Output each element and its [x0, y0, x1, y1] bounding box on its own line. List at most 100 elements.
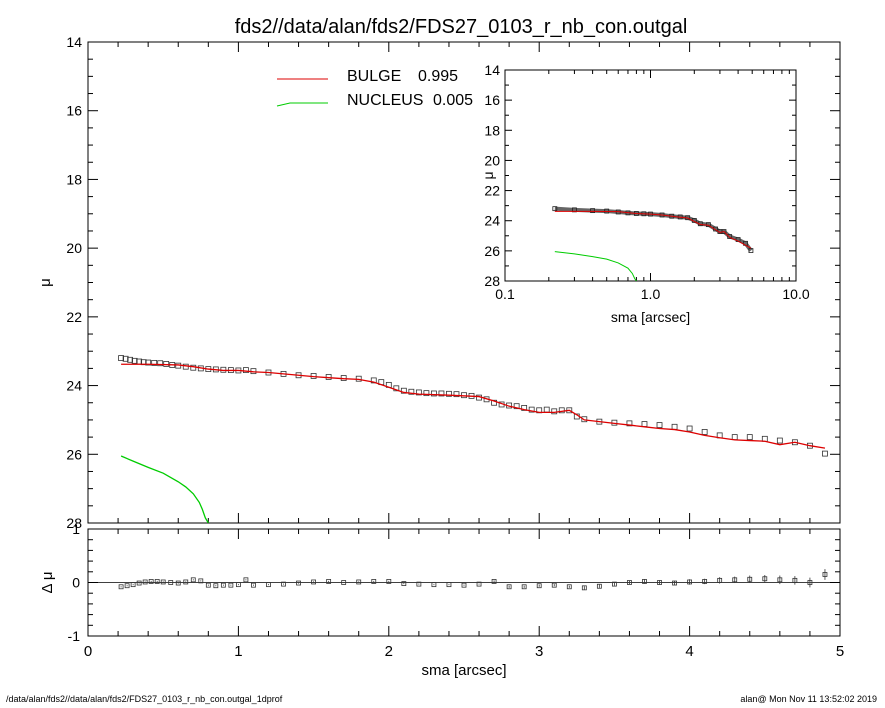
residual-point [118, 584, 124, 590]
residual-point [251, 582, 256, 588]
residual-point [190, 577, 196, 583]
data-point [581, 416, 588, 423]
inset-data-point [748, 248, 754, 253]
data-point [151, 359, 158, 366]
residual-point [154, 579, 160, 584]
residual-point [476, 581, 482, 587]
inset-ytick-label: 22 [484, 183, 500, 199]
residual-point [416, 581, 422, 587]
main-ylabel: μ [37, 278, 54, 287]
residual-point [596, 583, 602, 589]
legend-value-nucleus: 0.005 [433, 92, 473, 109]
residual-point [386, 579, 392, 584]
residual-point [160, 579, 166, 585]
residual-point [777, 577, 783, 583]
footer-user-timestamp: alan@ Mon Nov 11 13:52:02 2019 [740, 694, 877, 704]
legend-label-bulge: BULGE [347, 68, 401, 85]
residual-point [124, 583, 130, 589]
legend: BULGE 0.995 NUCLEUS 0.005 [276, 68, 473, 109]
residual-point [687, 579, 692, 585]
inset-xtick-label: 10.0 [782, 286, 809, 302]
data-point [400, 387, 407, 394]
main-ytick-label: 16 [66, 103, 82, 119]
inset-xlabel: sma [arcsec] [611, 309, 690, 325]
residual-xtick-label: 3 [535, 643, 543, 660]
residual-point [732, 577, 738, 583]
inset-ytick-label: 28 [484, 273, 500, 289]
inset-plot-area [552, 206, 754, 281]
residual-point [183, 579, 189, 585]
data-point [528, 406, 535, 413]
data-point [438, 390, 445, 397]
residual-xtick-label: 5 [836, 643, 844, 660]
data-point [118, 355, 124, 361]
residual-xtick-label: 4 [685, 643, 693, 660]
main-ytick-label: 22 [66, 309, 82, 325]
data-point [423, 390, 430, 397]
residual-point [356, 579, 362, 585]
inset-ylabel: μ [480, 171, 496, 179]
data-point [145, 359, 152, 366]
data-point [131, 357, 138, 364]
data-point [127, 356, 134, 363]
residual-point [296, 580, 301, 586]
inset-ytick-label: 16 [484, 92, 500, 108]
data-point [408, 388, 415, 395]
inset-panel: 14 16 18 20 22 24 26 280.1 1.0 10.0 sma [arcsec] μ [480, 62, 810, 325]
inset-ytick-label: 26 [484, 243, 500, 259]
footer-file-path: /data/alan/fds2//data/alan/fds2/FDS27_01… [6, 694, 283, 704]
residual-point [521, 584, 527, 590]
residual-point [642, 579, 647, 584]
main-plot-area [118, 355, 828, 523]
residual-point [627, 580, 632, 585]
inset-xtick-label: 1.0 [641, 286, 661, 302]
data-point [701, 429, 708, 435]
data-point [513, 403, 520, 410]
main-ytick-label: 20 [66, 240, 82, 256]
residual-point [281, 581, 286, 587]
residual-point [213, 583, 219, 589]
data-point [521, 405, 528, 411]
residual-ytick-label: 0 [72, 575, 80, 591]
data-point [671, 423, 678, 430]
inset-data-point [552, 206, 558, 212]
residual-point [657, 580, 662, 585]
residual-point [341, 580, 347, 585]
inset-ytick-label: 24 [484, 213, 500, 229]
data-point [491, 399, 497, 406]
data-point [243, 367, 249, 374]
residual-point [431, 582, 437, 588]
residual-xtick-label: 0 [84, 643, 92, 660]
inset-ytick-label: 14 [484, 62, 500, 78]
data-point [415, 389, 422, 396]
data-point [656, 422, 663, 428]
main-ytick-label: 18 [66, 171, 82, 187]
inset-nucleus-line [554, 251, 637, 281]
main-ytick-label: 28 [66, 515, 82, 531]
residual-point [672, 580, 677, 586]
residual-point [326, 579, 332, 584]
data-point [543, 406, 550, 413]
residual-ylabel: Δ μ [39, 571, 56, 593]
residual-point [130, 582, 136, 588]
residual-point [371, 579, 377, 584]
data-point [686, 425, 693, 432]
residual-point [136, 580, 142, 586]
main-ytick-label: 24 [66, 378, 82, 394]
residual-point [807, 580, 813, 585]
bulge-model-line [121, 363, 826, 449]
chart-title: fds2//data/alan/fds2/FDS27_0103_r_nb_con… [235, 16, 688, 38]
residual-point [148, 579, 154, 584]
residual-point [220, 582, 226, 588]
inset-bulge-line [554, 210, 752, 249]
data-point [641, 421, 648, 427]
residual-point [491, 579, 497, 584]
data-point [182, 363, 189, 370]
data-point [122, 355, 129, 362]
legend-swatch-nucleus [276, 102, 328, 107]
residual-point [175, 580, 181, 586]
residual-point [822, 572, 828, 577]
residual-xlabel: sma [arcsec] [421, 662, 506, 679]
